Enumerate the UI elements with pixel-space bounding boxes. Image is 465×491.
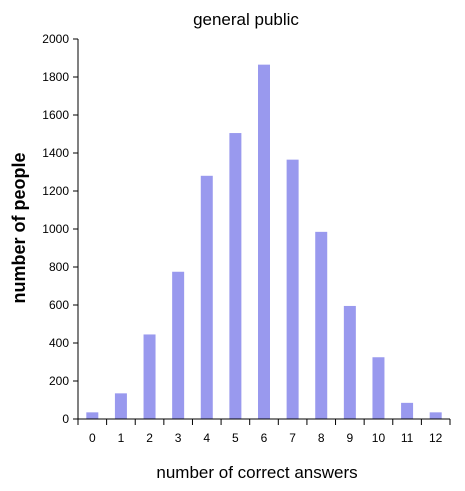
y-ticks-layer: 0 200 400 600 800 1000 1200 1400 1600 1800 2000 bbox=[42, 32, 78, 426]
bar-7 bbox=[286, 159, 299, 419]
x-ticks-layer: 0 1 2 3 4 5 6 7 8 9 10 11 12 bbox=[77, 419, 451, 445]
x-tick-label-1: 1 bbox=[118, 431, 125, 445]
y-tick-label-0: 0 bbox=[62, 412, 69, 426]
x-axis-label: number of correct answers bbox=[156, 463, 357, 482]
bar-11 bbox=[401, 402, 414, 419]
x-tick-label-12: 12 bbox=[429, 431, 443, 445]
x-tick-label-2: 2 bbox=[146, 431, 153, 445]
y-tick-label-200: 200 bbox=[49, 374, 69, 388]
x-tick-label-8: 8 bbox=[318, 431, 325, 445]
y-axis-label: number of people bbox=[9, 152, 29, 303]
chart-title: general public bbox=[193, 10, 299, 29]
x-tick-label-11: 11 bbox=[401, 431, 414, 445]
bar-9 bbox=[343, 305, 356, 419]
bar-8 bbox=[315, 231, 328, 419]
bar-5 bbox=[229, 133, 242, 420]
bar-6 bbox=[258, 64, 270, 420]
y-tick-label-1400: 1400 bbox=[42, 146, 69, 160]
y-tick-label-1800: 1800 bbox=[42, 70, 69, 84]
y-tick-label-800: 800 bbox=[49, 260, 69, 274]
bar-0 bbox=[86, 412, 99, 419]
x-tick-label-6: 6 bbox=[261, 431, 268, 445]
bar-10 bbox=[372, 357, 385, 419]
bar-4 bbox=[200, 175, 213, 419]
y-tick-label-600: 600 bbox=[49, 298, 69, 312]
bar-12 bbox=[429, 412, 442, 419]
x-tick-label-4: 4 bbox=[203, 431, 210, 445]
bar-1 bbox=[114, 393, 127, 419]
x-tick-label-5: 5 bbox=[232, 431, 239, 445]
y-tick-label-1600: 1600 bbox=[42, 108, 69, 122]
y-tick-label-400: 400 bbox=[49, 336, 69, 350]
x-tick-label-0: 0 bbox=[89, 431, 96, 445]
x-tick-label-7: 7 bbox=[289, 431, 296, 445]
y-tick-label-1200: 1200 bbox=[42, 184, 69, 198]
y-tick-label-2000: 2000 bbox=[42, 32, 69, 46]
x-tick-label-9: 9 bbox=[347, 431, 354, 445]
bar-2 bbox=[143, 334, 156, 419]
y-tick-label-1000: 1000 bbox=[42, 222, 69, 236]
x-tick-label-3: 3 bbox=[175, 431, 182, 445]
bar-3 bbox=[172, 271, 185, 419]
x-tick-label-10: 10 bbox=[372, 431, 386, 445]
bars-layer bbox=[86, 64, 442, 420]
